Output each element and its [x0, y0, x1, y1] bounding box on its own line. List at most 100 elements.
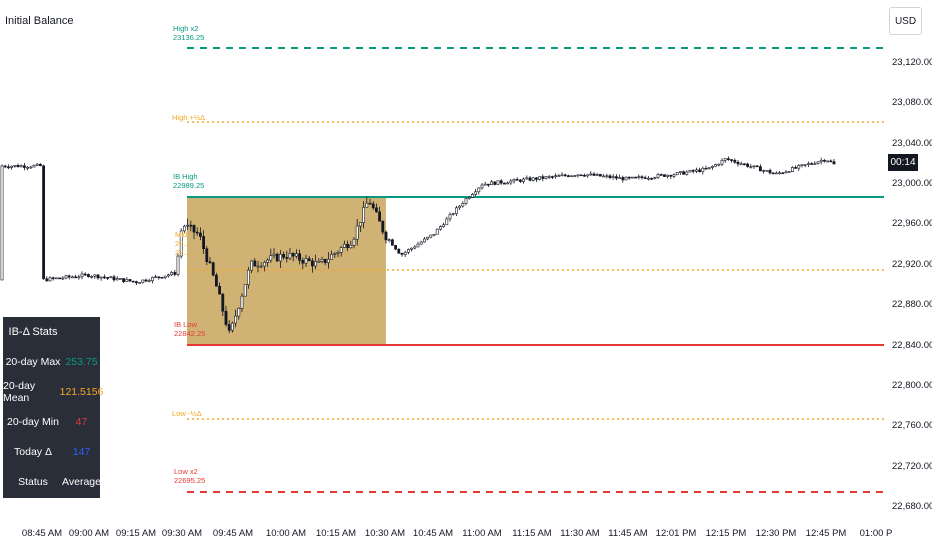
candle-body — [7, 166, 10, 169]
candle-body — [106, 277, 110, 279]
candle-body — [144, 279, 148, 282]
time-axis[interactable]: 08:45 AM 09:00 AM 09:15 AM 09:30 AM 09:45 AM… — [0, 520, 892, 550]
low-half-label: Low -½Δ — [172, 409, 202, 418]
candle-body — [819, 159, 823, 163]
candle-body — [275, 253, 279, 262]
candle-body — [282, 253, 286, 258]
candle-body — [211, 262, 215, 276]
candle-body — [477, 187, 481, 193]
candle-body — [224, 310, 228, 325]
stats-label: Today Δ — [14, 446, 52, 458]
candle-body — [202, 236, 206, 250]
candle-body — [666, 174, 670, 177]
time-tick-label: 11:15 AM — [512, 528, 552, 539]
ib-mid-label: Mid 22... 22... — [175, 230, 190, 257]
candle-body — [189, 224, 193, 227]
candle-body — [685, 171, 689, 175]
candle-body — [493, 181, 497, 185]
candle-body — [314, 261, 318, 267]
candle-body — [362, 206, 366, 223]
candle-body — [291, 253, 295, 257]
candle-body — [611, 176, 615, 178]
time-tick-label: 12:01 PM — [655, 528, 697, 539]
stats-row-min: 20-day Min 47 — [3, 407, 100, 437]
candle-body — [646, 177, 650, 180]
candle-body — [416, 243, 420, 248]
candle-body — [42, 165, 46, 280]
candle-body — [723, 158, 727, 161]
candle-body — [215, 274, 218, 287]
price-chart-canvas[interactable] — [0, 0, 884, 520]
candle-body — [67, 275, 71, 278]
candle-body — [570, 175, 574, 178]
candle-body — [285, 257, 289, 259]
candle-body — [99, 276, 103, 279]
candle-body — [29, 166, 33, 169]
candle-body — [662, 174, 666, 177]
candle-body — [560, 174, 564, 177]
candle-body — [218, 285, 222, 295]
candle-body — [307, 258, 311, 262]
candle-body — [701, 167, 705, 173]
candle-body — [231, 322, 234, 331]
candle-body — [528, 177, 532, 181]
candle-body — [442, 224, 446, 227]
candle-body — [448, 214, 452, 220]
candle-body — [381, 220, 385, 233]
candle-body — [749, 166, 753, 168]
candle-body — [486, 183, 490, 186]
candle-body — [16, 165, 20, 168]
candle-body — [672, 174, 676, 177]
candle-body — [717, 163, 721, 166]
price-axis[interactable]: 23,120.00 23,080.00 23,040.00 23,000.00 22,9… — [884, 0, 932, 550]
candle-body — [384, 231, 388, 241]
candle-body — [272, 253, 276, 256]
candle-body — [371, 203, 375, 209]
candle-body — [135, 281, 138, 284]
candle-body — [419, 241, 423, 245]
currency-button[interactable]: USD — [889, 7, 922, 35]
candle-body — [506, 182, 510, 185]
candle-body — [77, 276, 81, 279]
candle-body — [205, 248, 209, 263]
candle-body — [432, 233, 436, 236]
countdown-badge: 00:14 — [888, 154, 918, 171]
candle-body — [147, 280, 151, 283]
candle-body — [813, 163, 817, 165]
candle-body — [45, 278, 49, 282]
candle-body — [774, 172, 778, 175]
time-tick-label: 09:30 AM — [161, 528, 203, 539]
candle-body — [64, 275, 68, 279]
candle-body — [784, 171, 788, 174]
candle-body — [320, 258, 324, 262]
candle-body — [682, 171, 686, 175]
stats-value: 253.75 — [65, 356, 98, 368]
candle-body — [346, 243, 350, 249]
candle-body — [119, 278, 122, 280]
candle-body — [157, 276, 161, 279]
candle-body — [128, 279, 132, 282]
candle-body — [208, 261, 212, 264]
time-tick-label: 08:45 AM — [21, 528, 63, 539]
candle-body — [592, 173, 596, 176]
candle-body — [634, 176, 638, 179]
stats-value: 47 — [75, 416, 88, 428]
candle-body — [826, 160, 830, 163]
time-tick-label: 09:00 AM — [68, 528, 110, 539]
chart-title: Initial Balance — [5, 15, 74, 27]
candle-body — [643, 177, 647, 179]
candle-body — [243, 284, 247, 297]
candle-body — [512, 178, 516, 182]
candle-body — [10, 165, 14, 168]
candle-body — [602, 175, 606, 178]
candle-body — [736, 161, 740, 165]
candle-body — [762, 170, 766, 172]
candle-body — [429, 234, 433, 238]
stats-label: Status — [18, 476, 48, 488]
candle-body — [294, 253, 298, 257]
candle-body — [768, 170, 772, 174]
candle-body — [435, 228, 439, 235]
time-tick-label: 12:45 PM — [805, 528, 847, 539]
candle-body — [394, 245, 398, 250]
candle-body — [509, 180, 513, 184]
